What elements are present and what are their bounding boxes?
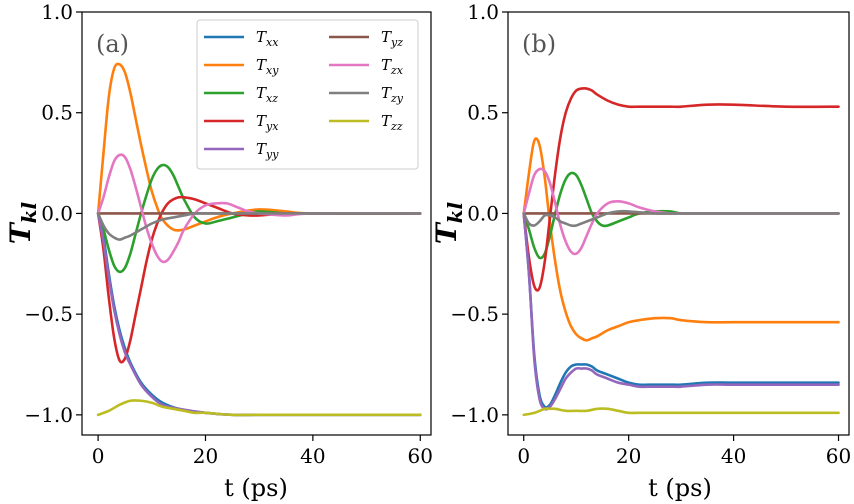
legend-label-main: T [256, 84, 267, 102]
x-tick-label: 60 [408, 444, 433, 468]
series-layer [96, 62, 422, 417]
legend-label-sub: zx [390, 64, 404, 77]
y-tick-label: 0.5 [467, 101, 499, 125]
legend-label-sub: xy [266, 64, 279, 77]
series-line-tzy [96, 211, 422, 241]
x-tick-label: 0 [517, 444, 530, 468]
plot-area-frame [81, 11, 432, 436]
legend-label: Txz [256, 84, 278, 105]
legend-label-main: T [256, 112, 267, 130]
y-tick-label: −1.0 [24, 403, 73, 427]
legend-label: Tyx [256, 112, 279, 133]
series-line-tzx [96, 153, 422, 264]
y-tick-label: 1.0 [467, 0, 499, 24]
x-tick-label: 20 [193, 444, 218, 468]
series-line-tzx [522, 167, 840, 256]
legend-label-main: T [381, 56, 392, 74]
y-tick-label: −1.0 [450, 403, 499, 427]
ticks-layer: 0 20 40 60 1.0 0.5 0.0 −0.5 −1.0 [24, 0, 433, 468]
legend-label-sub: yz [390, 36, 403, 49]
panel-label: (a) [96, 30, 129, 58]
y-axis-label-main: T [4, 221, 37, 244]
y-axis-label-sub: kl [443, 201, 467, 223]
y-tick-label: 0.0 [41, 201, 73, 225]
legend-label-main: T [256, 56, 267, 74]
y-tick-label: 0.5 [41, 101, 73, 125]
legend-label-sub: yx [265, 120, 279, 133]
legend-label: Txy [256, 56, 279, 77]
panel-label: (b) [522, 30, 556, 58]
legend-item-txy: Txy [204, 56, 279, 77]
ticks-layer: 0 20 40 60 1.0 0.5 0.0 −0.5 −1.0 [450, 0, 851, 468]
legend-label: Tyy [256, 140, 279, 161]
legend-label-main: T [381, 84, 392, 102]
series-line-txx [522, 212, 840, 409]
legend-label: Tzx [381, 56, 404, 77]
series-layer [522, 86, 840, 417]
y-axis-label: Tkl [4, 201, 41, 244]
legend-label: Tzy [381, 84, 404, 105]
x-tick-label: 0 [92, 444, 105, 468]
y-axis-label-main: T [430, 221, 463, 244]
legend-label: Tzz [381, 112, 403, 133]
x-tick-label: 60 [826, 444, 851, 468]
legend-label-sub: yy [265, 148, 279, 161]
legend-label-main: T [381, 112, 392, 130]
series-line-txy [522, 137, 840, 342]
x-tick-label: 40 [300, 444, 325, 468]
legend-box [196, 19, 419, 170]
x-axis-label: t (ps) [648, 474, 712, 502]
legend-item-tyy: Tyy [204, 140, 279, 161]
panel-b: 0 20 40 60 1.0 0.5 0.0 −0.5 −1.0 (b) Tkl t (ps) [430, 0, 851, 502]
y-tick-label: 0.0 [467, 201, 499, 225]
legend-label-main: T [381, 28, 392, 46]
plot-area-frame [507, 11, 850, 436]
legend-item-tyx: Tyx [204, 112, 279, 133]
legend-item-tzz: Tzz [329, 112, 403, 133]
series-line-tzz [96, 399, 422, 417]
legend-item-txx: Txx [204, 28, 279, 49]
y-axis-label-sub: kl [17, 201, 41, 223]
legend-item-tzx: Tzx [329, 56, 404, 77]
series-line-txz [522, 171, 840, 260]
x-tick-label: 20 [616, 444, 641, 468]
series-line-tyy [522, 212, 840, 411]
x-tick-label: 40 [721, 444, 746, 468]
x-axis-label: t (ps) [224, 474, 288, 502]
series-line-tzy [522, 209, 840, 228]
y-tick-label: −0.5 [450, 302, 499, 326]
y-axis-label: Tkl [430, 201, 467, 244]
legend-label-main: T [256, 28, 267, 46]
legend-label-sub: zz [390, 120, 403, 133]
legend-label-sub: zy [390, 92, 404, 105]
series-line-txx [96, 212, 422, 417]
y-tick-label: 1.0 [41, 0, 73, 24]
legend-label-sub: xx [266, 36, 279, 49]
series-line-tyx [522, 86, 840, 292]
legend-item-tyz: Tyz [329, 28, 403, 49]
y-tick-label: −0.5 [24, 302, 73, 326]
series-line-tzz [522, 407, 840, 417]
legend-label: Tyz [381, 28, 403, 49]
legend-label-main: T [256, 140, 267, 158]
panel-a: 0 20 40 601.00.50.0−0.5−1.0 (a) Tkl t (ps) … [4, 0, 433, 502]
series-line-tyx [96, 195, 422, 364]
legend-item-txz: Txz [204, 84, 278, 105]
series-line-tyy [96, 212, 422, 417]
legend-label: Txx [256, 28, 279, 49]
legend-label-sub: xz [266, 92, 278, 105]
legend-item-tzy: Tzy [329, 84, 404, 105]
